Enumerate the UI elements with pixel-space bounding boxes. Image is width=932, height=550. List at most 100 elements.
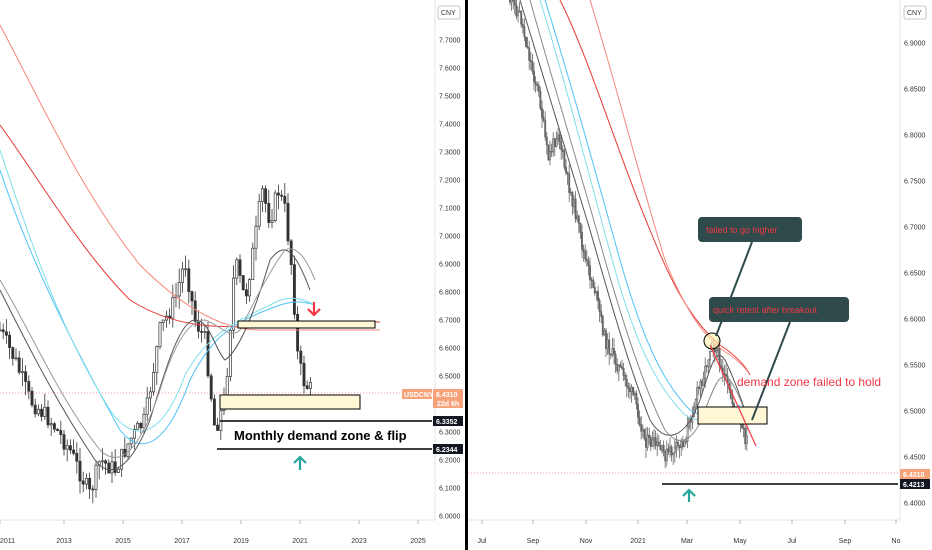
right-candle — [622, 368, 625, 376]
right-candle — [512, 0, 515, 1]
right-candle — [635, 392, 638, 405]
right-candle — [673, 446, 676, 454]
right-candle — [707, 359, 710, 368]
left-candle — [72, 449, 76, 454]
left-candle — [104, 460, 108, 464]
right-candle — [525, 36, 527, 48]
price-tag-6-2344: 6.2344 — [433, 444, 463, 454]
right-candle — [534, 81, 537, 85]
left-candle — [1, 329, 5, 333]
right-candle — [683, 440, 686, 448]
right-candle — [515, 4, 518, 17]
left-ma-salmon — [0, 24, 380, 331]
right-x-tick-label: Sep — [527, 538, 540, 545]
left-y-tick-label: 6.8000 — [439, 290, 461, 297]
right-candle — [521, 23, 524, 28]
left-demand-zone — [219, 394, 361, 410]
left-candle — [120, 448, 124, 470]
right-candle — [629, 388, 631, 393]
left-candle — [132, 428, 136, 439]
right-demand-zone — [697, 406, 768, 425]
right-y-tick-label: 6.9000 — [904, 41, 926, 48]
left-candle — [171, 297, 175, 319]
svg-text:6.4310: 6.4310 — [903, 472, 925, 479]
right-candle — [589, 265, 591, 280]
svg-text:CNY: CNY — [907, 10, 922, 17]
right-candle — [579, 222, 582, 233]
left-y-tick-label: 7.7000 — [439, 38, 461, 45]
right-candle — [608, 339, 611, 355]
left-candle — [75, 453, 79, 462]
right-candle — [742, 427, 745, 430]
right-candle — [649, 437, 652, 447]
right-candle — [630, 386, 633, 393]
left-candle — [33, 404, 37, 415]
right-peak-circle — [703, 332, 721, 350]
right-ma-grey-slow — [529, 0, 749, 441]
right-candle — [672, 452, 675, 456]
right-candle — [667, 448, 670, 453]
right-candle — [659, 445, 662, 451]
left-candle — [136, 422, 140, 430]
right-candle — [533, 70, 535, 82]
currency-badge-left: CNY — [437, 5, 461, 20]
right-candle — [537, 85, 540, 92]
right-candle — [640, 424, 643, 432]
left-x-tick-label: 2019 — [233, 538, 249, 545]
right-candle — [593, 287, 596, 294]
right-candle — [646, 434, 649, 448]
right-ma-cyan-2 — [539, 0, 741, 421]
left-y-tick-label: 7.4000 — [439, 122, 461, 129]
right-y-tick-label: 6.7000 — [904, 225, 926, 232]
left-candle — [305, 385, 309, 389]
left-candle — [139, 422, 143, 429]
right-x-tick-label: Jul — [478, 538, 487, 545]
left-candle — [88, 477, 92, 490]
right-x-tick-label: Sep — [839, 538, 852, 545]
right-candle — [645, 438, 647, 448]
right-candle — [573, 198, 575, 207]
right-candles — [509, 0, 748, 469]
left-candle — [49, 423, 53, 426]
left-candle — [177, 282, 181, 297]
right-candle — [641, 428, 644, 432]
left-candle — [180, 268, 184, 283]
teal-up-arrow — [293, 455, 307, 470]
left-candle — [190, 291, 194, 302]
left-candle — [248, 279, 252, 297]
right-candle — [681, 441, 684, 448]
left-candle — [8, 334, 12, 348]
svg-text:6.3352: 6.3352 — [436, 419, 458, 426]
right-candle — [654, 437, 657, 446]
right-candle — [536, 83, 539, 87]
right-candle — [731, 398, 734, 405]
left-candle — [270, 220, 274, 223]
left-candle — [27, 381, 31, 392]
left-candle — [52, 423, 56, 430]
left-ma-cyan — [0, 169, 316, 445]
left-candle — [110, 461, 114, 474]
right-x-tick-label: 2021 — [630, 538, 646, 545]
right-candle — [541, 108, 543, 118]
right-candle — [563, 151, 566, 168]
right-candle — [729, 388, 732, 399]
right-candle — [745, 435, 748, 445]
right-x-tick-label: May — [733, 538, 747, 545]
right-candle — [717, 348, 719, 351]
left-candle — [193, 300, 197, 322]
svg-text:6.4310: 6.4310 — [436, 392, 458, 399]
left-candle — [68, 445, 72, 451]
right-candle — [555, 138, 558, 147]
right-candle — [709, 351, 711, 361]
left-candle — [59, 430, 63, 435]
left-candle — [100, 460, 104, 463]
right-candle — [587, 260, 590, 267]
right-candle — [625, 379, 628, 388]
left-candle — [145, 397, 149, 415]
right-candle — [606, 339, 609, 349]
right-candle — [715, 350, 718, 353]
right-candle — [569, 191, 572, 194]
right-candle — [550, 150, 553, 153]
callout-quick-retest: quick retest after breakout — [709, 297, 849, 421]
right-candle — [656, 441, 659, 446]
